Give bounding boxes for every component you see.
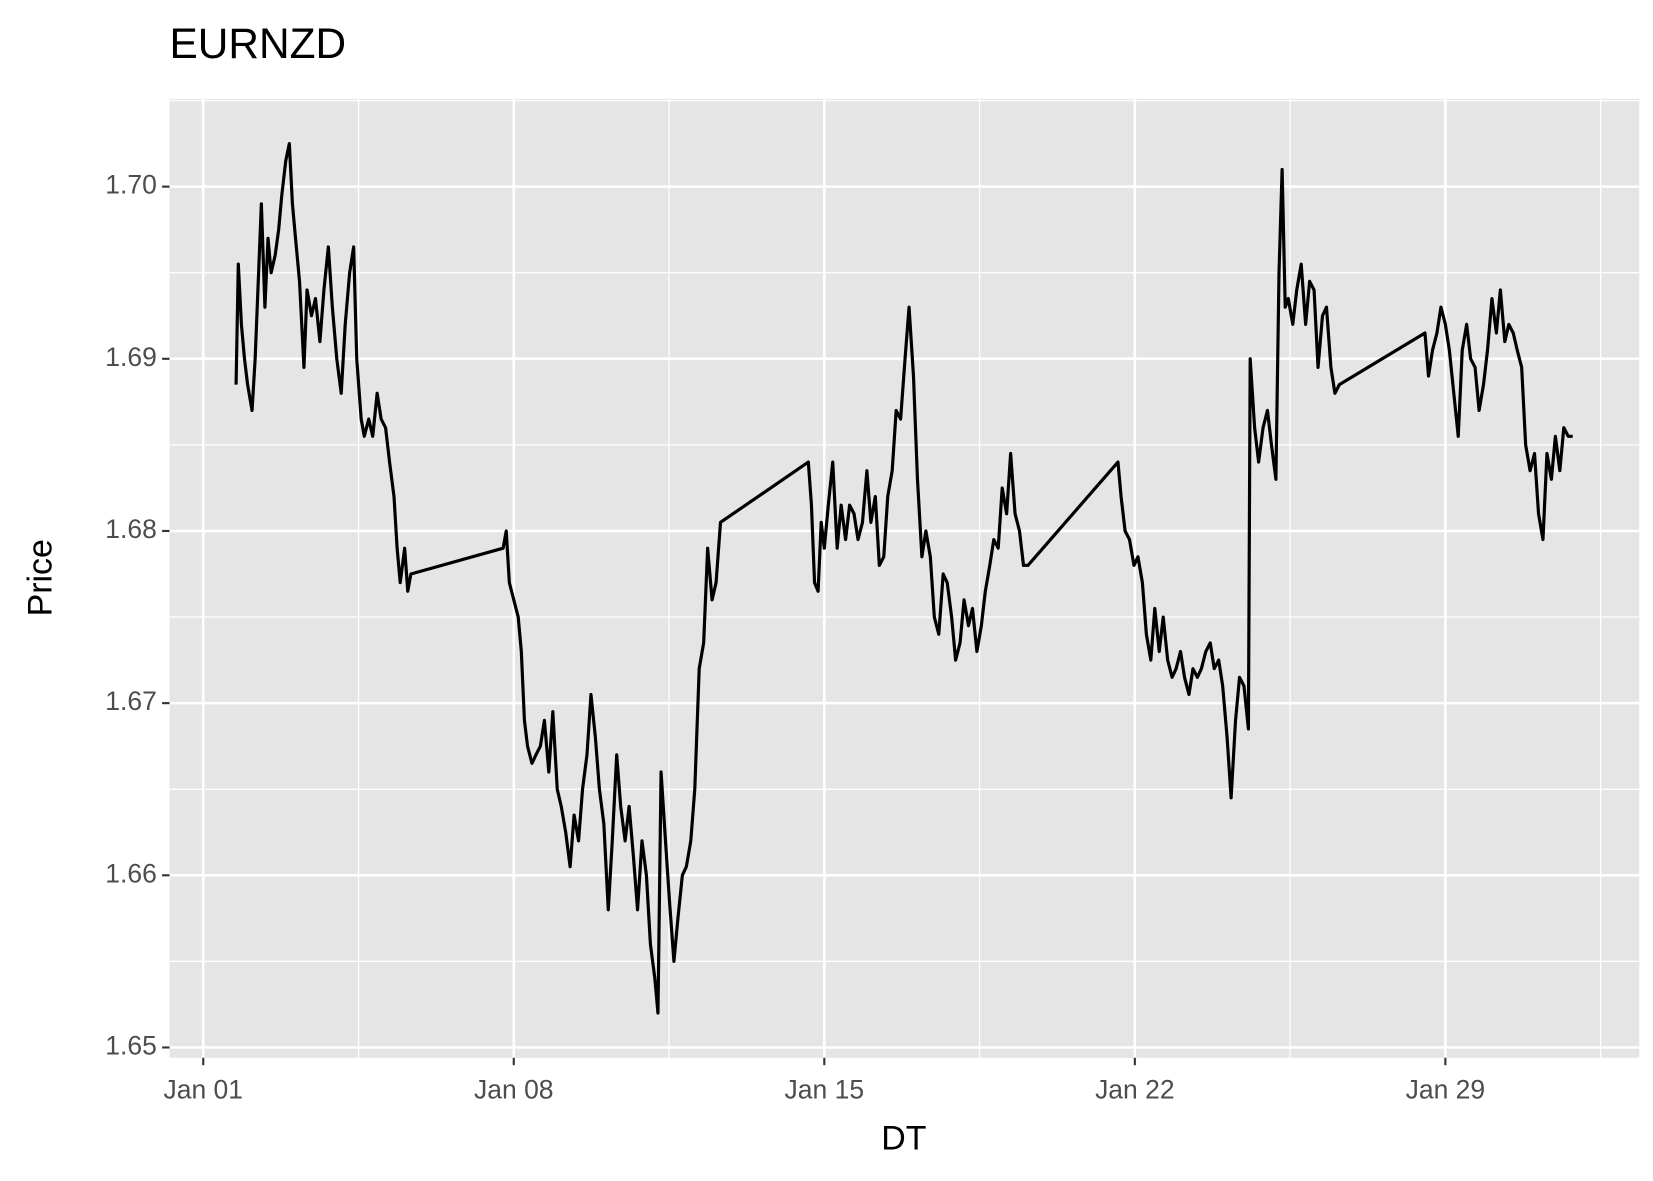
x-tick-label: Jan 15 xyxy=(785,1075,865,1105)
x-tick-label: Jan 01 xyxy=(163,1075,243,1105)
x-tick-label: Jan 08 xyxy=(474,1075,554,1105)
chart-title: EURNZD xyxy=(170,20,347,67)
y-tick-label: 1.67 xyxy=(105,686,157,716)
x-axis-title: DT xyxy=(881,1119,926,1157)
price-line xyxy=(234,142,1573,1015)
y-tick-label: 1.65 xyxy=(105,1030,157,1060)
plot-panel xyxy=(169,98,1640,1058)
y-tick-label: 1.70 xyxy=(105,170,157,200)
y-tick-label: 1.68 xyxy=(105,514,157,544)
x-tick-label: Jan 22 xyxy=(1095,1075,1175,1105)
y-tick-label: 1.69 xyxy=(105,342,157,372)
y-axis-title: Price xyxy=(21,539,59,616)
y-tick-label: 1.66 xyxy=(105,858,157,888)
x-tick-label: Jan 29 xyxy=(1406,1075,1486,1105)
